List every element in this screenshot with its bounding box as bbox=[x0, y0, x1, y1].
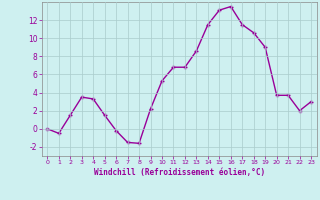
X-axis label: Windchill (Refroidissement éolien,°C): Windchill (Refroidissement éolien,°C) bbox=[94, 168, 265, 177]
